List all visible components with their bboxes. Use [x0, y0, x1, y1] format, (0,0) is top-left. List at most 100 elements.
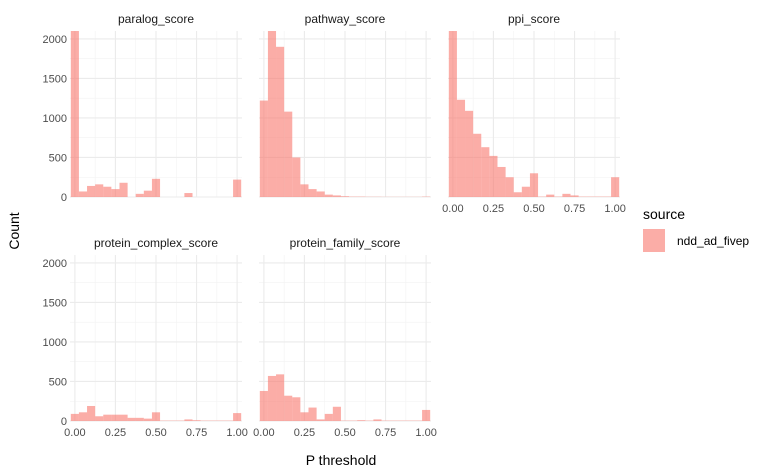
x-tick-label: 0.75: [564, 203, 585, 215]
histogram-bar: [78, 191, 88, 197]
legend-title: source: [643, 206, 685, 222]
histogram-bar: [184, 193, 193, 197]
histogram-bar: [143, 418, 152, 421]
histogram-bar: [87, 185, 96, 197]
y-tick-label: 1000: [43, 113, 67, 125]
facet-label: protein_complex_score: [94, 236, 218, 250]
histogram-bar: [611, 177, 620, 197]
panel-protein-complex-score: protein_complex_score 0.00 0.25 0.50 0.75 1.0…: [43, 236, 248, 439]
histogram-bar: [184, 419, 193, 421]
x-tick-label: 0.25: [483, 203, 504, 215]
histogram-bar: [276, 374, 285, 421]
legend-key-ndd-ad-fivep: [643, 229, 665, 252]
y-tick-label: 0: [61, 192, 67, 204]
facet-label: pathway_score: [305, 12, 386, 26]
histogram-bar: [546, 194, 555, 197]
histogram-bar: [151, 412, 161, 421]
histogram-bar: [292, 157, 301, 197]
legend: source ndd_ad_fivep: [643, 206, 749, 252]
histogram-bar: [332, 195, 341, 197]
histogram-bar: [513, 192, 522, 197]
histogram-bar: [70, 31, 79, 197]
histogram-bar: [284, 395, 293, 421]
panel-protein-family-score: protein_family_score 0.00 0.25 0.50 0.75 1.00: [253, 236, 437, 439]
panel-ppi-score: ppi_score 0.00 0.25 0.50 0.75 1.00: [442, 12, 626, 215]
histogram-bar: [233, 179, 242, 197]
histogram-bar: [143, 190, 152, 197]
histogram-bar: [570, 195, 579, 197]
histogram-bar: [316, 419, 325, 421]
histogram-bar: [119, 182, 128, 197]
y-tick-label: 500: [49, 152, 67, 164]
y-tick-label: 2000: [43, 258, 67, 270]
panel-paralog-score: paralog_score 0 500 1000 1500 2000: [43, 12, 242, 204]
histogram-bar: [465, 110, 474, 197]
histogram-bar: [456, 99, 466, 197]
legend-label-ndd-ad-fivep: ndd_ad_fivep: [677, 234, 749, 248]
y-tick-label: 1500: [43, 73, 67, 85]
x-tick-label: 0.75: [375, 427, 396, 439]
histogram-bar: [192, 420, 201, 421]
histogram-bar: [481, 147, 490, 197]
histogram-bar: [78, 412, 88, 421]
facet-label: protein_family_score: [290, 236, 401, 250]
histogram-bar: [473, 133, 482, 197]
histogram-bar: [529, 173, 539, 197]
histogram-bar: [135, 193, 144, 197]
histogram-bar: [103, 414, 112, 421]
histogram-bar: [521, 186, 530, 197]
facet-label: paralog_score: [118, 12, 194, 26]
facet-label: ppi_score: [508, 12, 560, 26]
histogram-bar: [276, 46, 285, 197]
histogram-bar: [233, 413, 242, 421]
histogram-bar: [316, 191, 325, 197]
histogram-bar: [300, 184, 309, 197]
histogram-bar: [103, 186, 112, 197]
histogram-bar: [119, 414, 128, 421]
y-tick-label: 0: [61, 416, 67, 428]
histogram-bar: [308, 189, 317, 197]
histogram-bar: [448, 31, 457, 197]
x-tick-label: 0.75: [186, 427, 207, 439]
x-tick-label: 1.00: [604, 203, 625, 215]
histogram-bar: [267, 375, 277, 421]
x-tick-label: 0.50: [334, 427, 355, 439]
histogram-bar: [292, 397, 301, 421]
histogram-bar: [489, 155, 498, 197]
y-axis-title: Count: [6, 212, 22, 249]
histogram-bar: [357, 420, 366, 421]
histogram-bar: [300, 412, 309, 421]
histogram-bar: [259, 390, 268, 421]
histogram-bar: [308, 407, 317, 421]
y-tick-label: 500: [49, 376, 67, 388]
histogram-bar: [95, 184, 104, 197]
y-tick-label: 2000: [43, 34, 67, 46]
histogram-bar: [497, 166, 506, 197]
histogram-bar: [324, 413, 333, 421]
x-tick-label: 0.25: [294, 427, 315, 439]
histogram-bar: [111, 189, 120, 197]
x-axis-title: P threshold: [306, 452, 377, 468]
x-tick-label: 0.00: [442, 203, 463, 215]
histogram-bar: [87, 405, 96, 421]
histogram-bar: [267, 31, 277, 197]
histogram-bar: [340, 196, 350, 197]
y-tick-label: 1000: [43, 337, 67, 349]
histogram-bar: [111, 414, 120, 421]
histogram-bar: [505, 177, 514, 197]
y-tick-label: 1500: [43, 297, 67, 309]
histogram-bar: [324, 194, 333, 197]
histogram-bar: [373, 419, 382, 421]
x-tick-label: 0.00: [64, 427, 85, 439]
x-tick-label: 0.50: [523, 203, 544, 215]
x-tick-label: 0.00: [253, 427, 274, 439]
histogram-bar: [151, 178, 161, 197]
x-tick-label: 0.25: [105, 427, 126, 439]
panel-pathway-score: pathway_score: [259, 12, 431, 198]
x-tick-label: 0.50: [145, 427, 166, 439]
histogram-bar: [332, 406, 341, 421]
x-tick-label: 1.00: [226, 427, 247, 439]
histogram-bar: [127, 417, 136, 421]
histogram-bar: [70, 413, 79, 421]
